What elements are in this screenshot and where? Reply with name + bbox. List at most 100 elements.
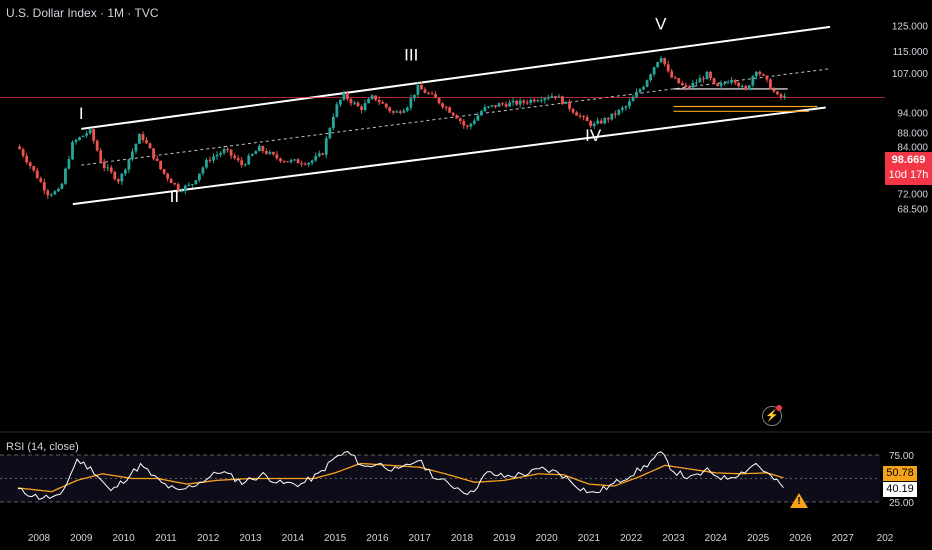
- channel-lines[interactable]: [72, 25, 831, 206]
- chart-title[interactable]: U.S. Dollar Index · 1M · TVC: [6, 6, 159, 20]
- candle-body: [494, 105, 497, 107]
- wave-label[interactable]: III: [404, 45, 418, 64]
- candle-body: [131, 151, 134, 160]
- candle-body: [416, 84, 420, 95]
- candle-body: [169, 178, 173, 184]
- candle-body: [324, 138, 328, 155]
- candle-body: [388, 107, 392, 112]
- candle-body: [599, 120, 603, 124]
- candle-body: [645, 80, 649, 87]
- candle-body: [663, 58, 667, 65]
- candle-body: [190, 184, 194, 186]
- candle-body: [71, 142, 74, 160]
- time-tick-label: 2011: [155, 533, 177, 544]
- candle-body: [356, 102, 360, 107]
- channel-lower-line[interactable]: [72, 106, 826, 206]
- candle-body: [479, 111, 483, 116]
- candle-body: [582, 116, 586, 118]
- price-axis[interactable]: 125.000115.000107.00094.00088.00084.0008…: [892, 22, 929, 216]
- time-tick-label: 2022: [620, 533, 643, 544]
- warning-icon[interactable]: [790, 493, 808, 508]
- rsi-ma-line: [17, 462, 784, 493]
- candle-body: [642, 86, 645, 90]
- candle-body: [349, 99, 353, 104]
- candle-body: [695, 82, 698, 84]
- time-tick-label: 2018: [451, 533, 474, 544]
- candle-body: [120, 173, 124, 182]
- candle-body: [490, 105, 494, 107]
- candle-body: [395, 111, 399, 113]
- time-tick-label: 2025: [747, 533, 770, 544]
- wave-label[interactable]: II: [170, 187, 179, 206]
- candle-body: [194, 180, 198, 185]
- time-axis[interactable]: 2008 2009 2010 2011 2012 2013 2014 2015 2016 2017…: [28, 533, 894, 544]
- rsi-label[interactable]: RSI (14, close): [6, 441, 79, 453]
- price-tick-label: 72.000: [897, 189, 928, 200]
- candle-body: [441, 103, 445, 108]
- candle-body: [226, 149, 229, 151]
- candle-body: [413, 94, 416, 99]
- candle-body: [42, 182, 46, 191]
- warning-icon-mark: !: [797, 496, 801, 507]
- candle-body: [370, 95, 374, 100]
- candle-body: [162, 169, 166, 174]
- candle-body: [652, 67, 656, 75]
- candle-body: [384, 103, 388, 108]
- time-tick-label: 2017: [409, 533, 432, 544]
- candle-body: [159, 160, 163, 170]
- candle-body: [148, 143, 152, 149]
- candle-body: [751, 76, 755, 86]
- candle-body: [737, 82, 741, 87]
- candle-body: [113, 171, 117, 180]
- candle-body: [106, 167, 110, 169]
- rsi-value-tag: [883, 482, 917, 497]
- candle-body: [585, 117, 589, 122]
- candle-body: [310, 160, 314, 163]
- candle-body: [64, 168, 67, 184]
- candle-body: [448, 107, 452, 113]
- wave-label[interactable]: IV: [585, 126, 602, 145]
- candle-body: [575, 112, 578, 116]
- wave-label[interactable]: V: [655, 14, 667, 33]
- candle-body: [543, 98, 547, 101]
- candle-body: [712, 78, 716, 84]
- price-tick-label: 94.000: [897, 108, 928, 119]
- candle-body: [402, 110, 406, 113]
- candle-body: [353, 102, 356, 104]
- candle-body: [35, 170, 39, 179]
- candle-body: [367, 99, 370, 104]
- candle-body: [264, 151, 268, 154]
- channel-upper-line[interactable]: [81, 25, 831, 130]
- price-tick-label: 68.500: [897, 205, 928, 216]
- lightning-icon[interactable]: ⚡: [762, 406, 782, 426]
- candle-body: [49, 194, 53, 196]
- candle-body: [268, 152, 272, 154]
- candle-body: [617, 109, 621, 115]
- price-tag[interactable]: [885, 152, 932, 185]
- time-tick-label: 2024: [705, 533, 728, 544]
- time-tick-label: 202: [877, 533, 894, 544]
- candle-body: [152, 148, 155, 159]
- candle-body: [183, 185, 187, 191]
- candle-body: [761, 74, 765, 76]
- candle-body: [423, 89, 427, 94]
- candle-body: [212, 156, 215, 161]
- candle-body: [684, 85, 688, 88]
- candle-body: [99, 150, 103, 162]
- candle-body: [282, 161, 286, 163]
- candle-body: [296, 159, 300, 164]
- candle-body: [444, 107, 448, 109]
- candle-body: [74, 139, 78, 143]
- candle-body: [680, 83, 684, 86]
- candle-body: [233, 155, 237, 159]
- candle-body: [656, 62, 660, 68]
- candle-body: [568, 101, 571, 109]
- time-tick-label: 2026: [789, 533, 812, 544]
- candle-body: [698, 78, 702, 83]
- candle-body: [243, 164, 247, 166]
- wave-label[interactable]: I: [79, 104, 84, 123]
- time-tick-label: 2021: [578, 533, 601, 544]
- price-tick-label: 125.000: [892, 22, 929, 33]
